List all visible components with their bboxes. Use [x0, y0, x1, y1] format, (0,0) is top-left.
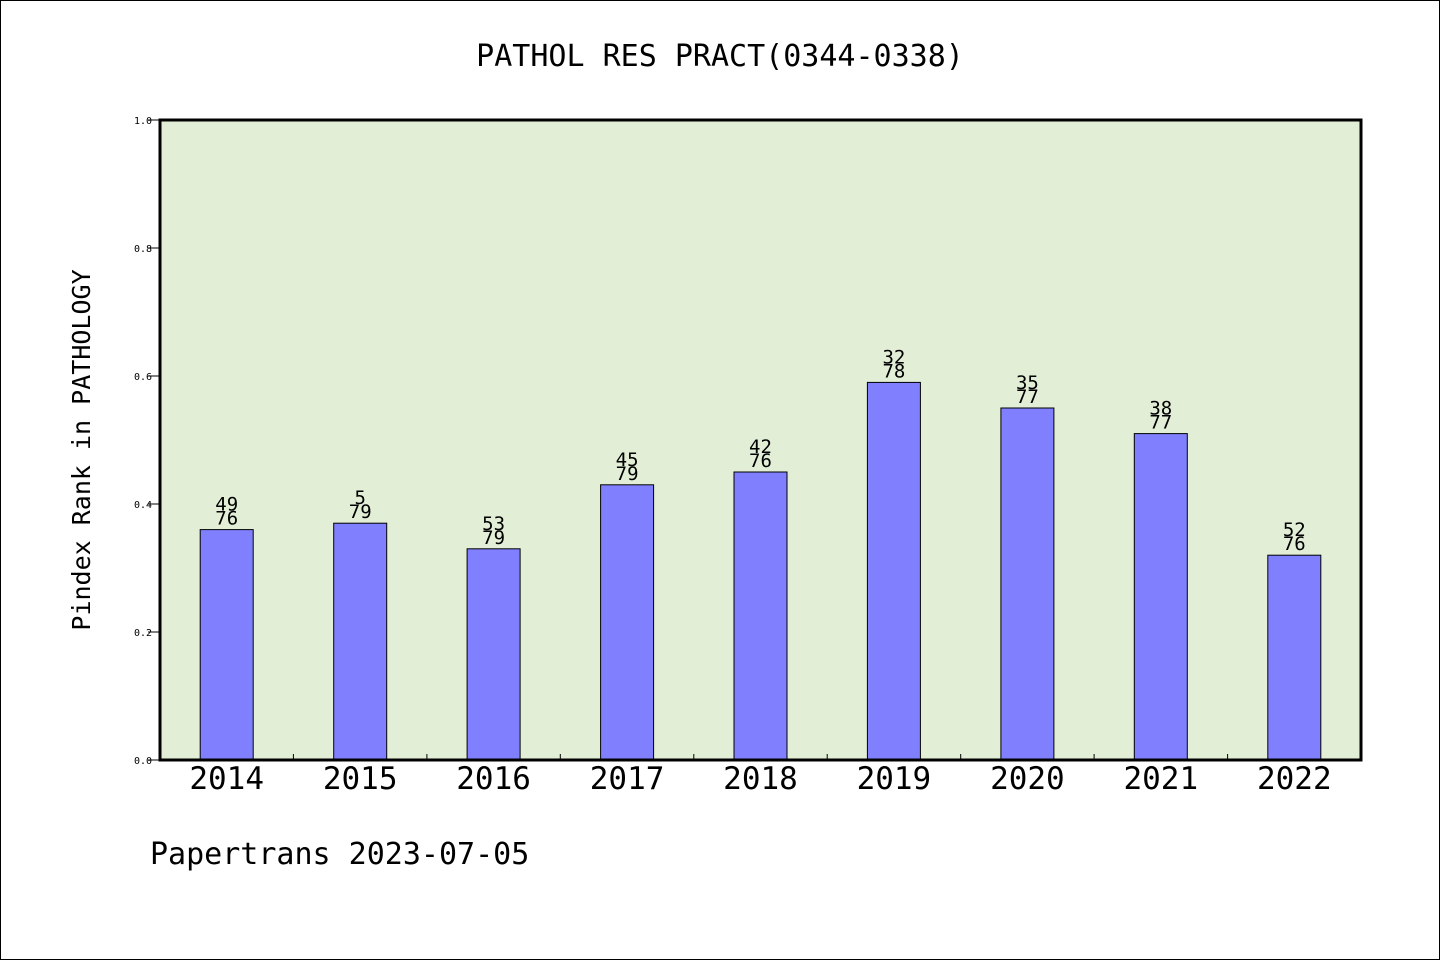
bar-rank-label-2022: 52: [1283, 519, 1306, 541]
x-tick-label-2020: 2020: [990, 761, 1065, 797]
bar-rank-label-2015: 5: [354, 487, 365, 509]
bar-rank-label-2018: 42: [749, 436, 772, 458]
bar-total-label-2016: 79: [482, 527, 505, 549]
bar-2016: [466, 548, 521, 761]
bar-total-label-2022: 76: [1283, 533, 1306, 555]
x-tick-label-2017: 2017: [590, 761, 665, 797]
bar-rank-label-2019: 32: [882, 346, 905, 368]
bar-2017: [600, 484, 655, 761]
bar-2022: [1267, 554, 1322, 761]
y-tick-label: 0.8: [134, 244, 152, 255]
y-tick-label: 0.2: [134, 628, 152, 639]
bar-rank-label-2021: 38: [1149, 398, 1172, 420]
bar-total-label-2021: 77: [1149, 412, 1172, 434]
bar-rank-label-2014: 49: [215, 494, 238, 516]
x-axis: 2014 2015 2016 2017 2018 2019 2020 2021 2022: [189, 754, 1332, 797]
x-tick-label-2015: 2015: [323, 761, 398, 797]
bar-total-label-2017: 79: [616, 463, 639, 485]
y-tick-label: 0.6: [134, 372, 152, 383]
bar-rank-label-2016: 53: [482, 513, 505, 535]
bar-2019: [866, 381, 921, 761]
chart-title: PATHOL RES PRACT(0344-0338): [476, 39, 964, 74]
bar-2021: [1133, 433, 1188, 761]
bar-rank-label-2020: 35: [1016, 372, 1039, 394]
x-tick-label-2016: 2016: [456, 761, 531, 797]
bar-total-label-2014: 76: [215, 508, 238, 530]
bar-2015: [333, 522, 388, 761]
bar-total-label-2015: 79: [349, 501, 372, 523]
x-tick-label-2022: 2022: [1257, 761, 1332, 797]
y-tick-label: 1.0: [134, 116, 152, 127]
y-axis: 0.0 0.2 0.4 0.6 0.8 1.0: [134, 116, 160, 767]
x-tick-label-2018: 2018: [723, 761, 798, 797]
y-tick-label: 0.0: [134, 756, 152, 767]
bar-2018: [733, 471, 788, 761]
y-axis-label: Pindex Rank in PATHOLOGY: [67, 269, 96, 630]
plot-frame: [158, 118, 1363, 762]
bar-2020: [1000, 407, 1055, 761]
y-tick-label: 0.4: [134, 500, 152, 511]
bar-total-label-2020: 77: [1016, 386, 1039, 408]
bar-2014: [199, 529, 254, 761]
bar-rank-label-2017: 45: [616, 449, 639, 471]
footer-text: Papertrans 2023-07-05: [150, 837, 529, 872]
bar-total-label-2019: 78: [882, 360, 905, 382]
x-tick-label-2014: 2014: [189, 761, 264, 797]
bar-total-label-2018: 76: [749, 450, 772, 472]
x-tick-label-2019: 2019: [857, 761, 932, 797]
x-tick-label-2021: 2021: [1123, 761, 1198, 797]
bars: [199, 381, 1322, 761]
